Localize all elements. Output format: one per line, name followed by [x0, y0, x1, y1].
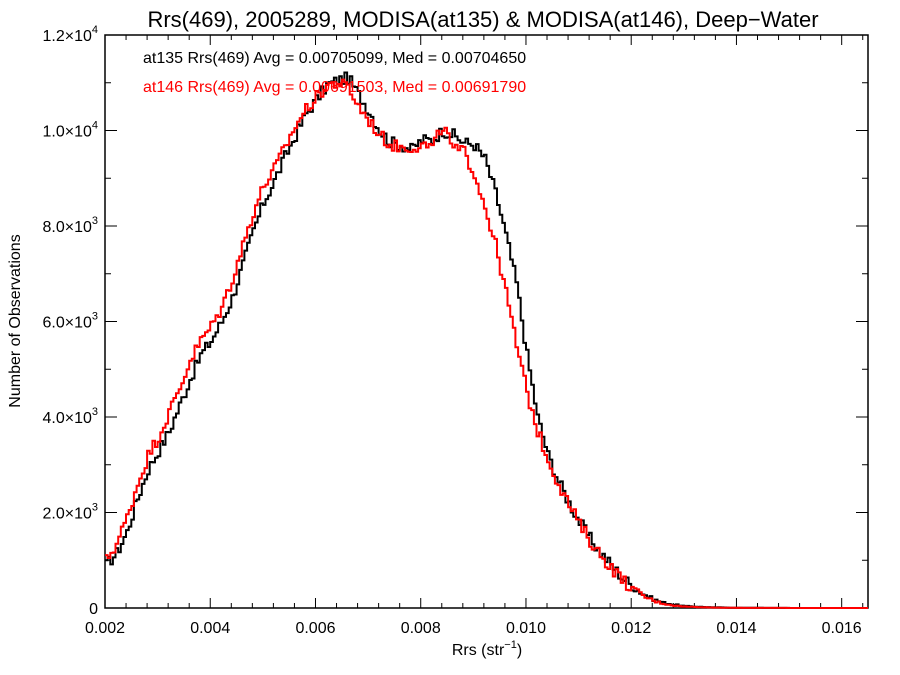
y-tick-label: 0	[89, 601, 98, 618]
x-tick-label: 0.006	[295, 620, 335, 637]
series-layer	[105, 71, 868, 609]
x-tick-label: 0.002	[85, 620, 125, 637]
y-tick-mantissa: 0	[89, 601, 98, 618]
y-tick-label: 1.0×104	[42, 120, 98, 141]
x-tick-label: 0.012	[611, 620, 651, 637]
y-tick-label: 8.0×103	[42, 215, 98, 236]
y-tick-mantissa: 2.0×10	[42, 506, 91, 523]
y-tick-exponent: 4	[92, 24, 98, 36]
y-tick-exponent: 3	[92, 215, 98, 227]
histogram-line-at135	[105, 71, 868, 609]
histogram-line-at146	[105, 78, 868, 609]
y-tick-label: 1.2×104	[42, 24, 98, 45]
axis-ticks: 0.002 0.004 0.006 0.008 0.010 0.012 0.014 0.016…	[42, 24, 868, 637]
y-tick-mantissa: 4.0×10	[42, 410, 91, 427]
y-tick-exponent: 3	[92, 502, 98, 514]
y-tick-exponent: 3	[92, 406, 98, 418]
y-tick-exponent: 3	[92, 311, 98, 323]
plot-frame	[104, 34, 869, 609]
y-tick-exponent: 4	[92, 120, 98, 132]
y-tick-label: 6.0×103	[42, 311, 98, 332]
y-tick-mantissa: 6.0×10	[42, 315, 91, 332]
x-tick-label: 0.008	[401, 620, 441, 637]
chart-title: Rrs(469), 2005289, MODISA(at135) & MODIS…	[147, 7, 818, 32]
y-axis-label: Number of Observations	[7, 234, 24, 407]
x-tick-label: 0.010	[506, 620, 546, 637]
x-tick-label: 0.004	[190, 620, 230, 637]
legend-entry-at146: at146 Rrs(469) Avg = 0.00691503, Med = 0…	[143, 79, 526, 96]
x-tick-label: 0.014	[716, 620, 756, 637]
x-tick-label: 0.016	[822, 620, 862, 637]
legend-entry-at135: at135 Rrs(469) Avg = 0.00705099, Med = 0…	[143, 50, 526, 67]
y-tick-mantissa: 8.0×10	[42, 219, 91, 236]
x-axis-label: Rrs (str−1)	[452, 639, 522, 659]
y-tick-label: 4.0×103	[42, 406, 98, 427]
y-tick-mantissa: 1.0×10	[42, 124, 91, 141]
y-tick-mantissa: 1.2×10	[42, 28, 91, 45]
y-tick-label: 2.0×103	[42, 502, 98, 523]
